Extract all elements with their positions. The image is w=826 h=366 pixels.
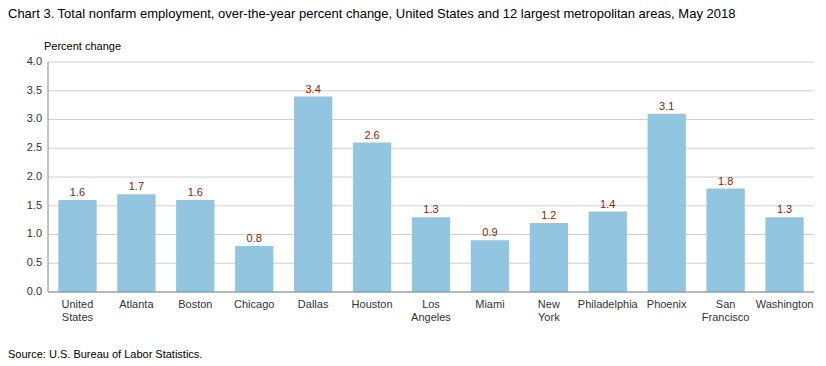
data-label: 2.6 xyxy=(364,129,379,141)
data-label: 1.6 xyxy=(188,186,203,198)
x-tick-line: Houston xyxy=(352,298,393,310)
grid-line xyxy=(48,119,814,120)
y-ticks: 0.0 0.5 1.0 1.5 2.0 2.5 3.0 3.5 4.0 xyxy=(27,55,42,297)
bar xyxy=(235,246,273,292)
x-tick-line: States xyxy=(62,311,94,323)
x-tick-label: Dallas xyxy=(298,298,329,310)
data-label: 1.4 xyxy=(600,198,615,210)
chart-svg: Chart 3. Total nonfarm employment, over-… xyxy=(0,0,826,366)
bar xyxy=(58,200,96,292)
x-tick-label: LosAngeles xyxy=(411,298,451,323)
bar xyxy=(471,240,509,292)
y-tick-label: 3.0 xyxy=(27,112,42,124)
x-tick-line: Francisco xyxy=(702,311,750,323)
y-axis-line xyxy=(48,62,49,292)
y-tick-label: 2.5 xyxy=(27,141,42,153)
bars xyxy=(58,97,803,293)
x-ticks: UnitedStates Atlanta Boston Chicago Dallas Ho… xyxy=(62,298,814,323)
x-tick-line: Phoenix xyxy=(647,298,687,310)
grid-line xyxy=(48,62,814,63)
x-tick-line: York xyxy=(538,311,560,323)
source: Source: U.S. Bureau of Labor Statistics. xyxy=(8,348,202,360)
grid-line xyxy=(48,292,814,293)
x-tick-label: Boston xyxy=(178,298,212,310)
y-tick-label: 0.5 xyxy=(27,256,42,268)
grid-line xyxy=(48,177,814,178)
data-label: 3.4 xyxy=(306,83,321,95)
bar xyxy=(117,194,155,292)
x-tick-label: Chicago xyxy=(234,298,274,310)
bar xyxy=(589,212,627,293)
bar xyxy=(294,97,332,293)
data-label: 1.3 xyxy=(777,203,792,215)
grid xyxy=(48,62,814,292)
bar xyxy=(353,143,391,293)
x-axis-line xyxy=(48,292,814,293)
data-label: 1.7 xyxy=(129,180,144,192)
data-label: 1.2 xyxy=(541,209,556,221)
bar xyxy=(176,200,214,292)
data-labels: 1.6 1.7 1.6 0.8 3.4 2.6 1.3 0.9 1.2 1.4 3.1 1.8 1.3 xyxy=(70,83,792,245)
x-tick-line: United xyxy=(62,298,94,310)
data-label: 3.1 xyxy=(659,100,674,112)
grid-line xyxy=(48,148,814,149)
grid-line xyxy=(48,90,814,91)
bar xyxy=(412,217,450,292)
x-tick-label: UnitedStates xyxy=(62,298,94,323)
y-tick-label: 2.0 xyxy=(27,170,42,182)
x-tick-line: Washington xyxy=(756,298,814,310)
x-tick-label: NewYork xyxy=(538,298,560,323)
y-axis-label: Percent change xyxy=(44,40,121,52)
x-tick-line: Boston xyxy=(178,298,212,310)
y-tick-label: 4.0 xyxy=(27,55,42,67)
data-label: 1.6 xyxy=(70,186,85,198)
x-tick-label: Houston xyxy=(352,298,393,310)
x-tick-line: Chicago xyxy=(234,298,274,310)
x-tick-label: Phoenix xyxy=(647,298,687,310)
bar xyxy=(648,114,686,292)
y-tick-label: 0.0 xyxy=(27,285,42,297)
x-tick-label: Washington xyxy=(756,298,814,310)
x-tick-line: San xyxy=(716,298,736,310)
x-tick-line: Angeles xyxy=(411,311,451,323)
x-tick-line: Philadelphia xyxy=(578,298,639,310)
bar xyxy=(706,189,744,293)
data-label: 0.9 xyxy=(482,226,497,238)
x-tick-line: New xyxy=(538,298,560,310)
y-tick-label: 1.5 xyxy=(27,199,42,211)
bar xyxy=(765,217,803,292)
data-label: 1.3 xyxy=(423,203,438,215)
x-tick-line: Los xyxy=(422,298,440,310)
chart-container: Chart 3. Total nonfarm employment, over-… xyxy=(0,0,826,366)
x-tick-label: Philadelphia xyxy=(578,298,639,310)
bar xyxy=(530,223,568,292)
x-tick-line: Dallas xyxy=(298,298,329,310)
x-tick-label: Atlanta xyxy=(119,298,154,310)
x-tick-line: Miami xyxy=(475,298,504,310)
x-tick-label: SanFrancisco xyxy=(702,298,750,323)
y-tick-label: 1.0 xyxy=(27,227,42,239)
data-label: 0.8 xyxy=(247,232,262,244)
x-tick-line: Atlanta xyxy=(119,298,154,310)
y-tick-label: 3.5 xyxy=(27,84,42,96)
data-label: 1.8 xyxy=(718,175,733,187)
x-tick-label: Miami xyxy=(475,298,504,310)
title: Chart 3. Total nonfarm employment, over-… xyxy=(8,6,735,21)
